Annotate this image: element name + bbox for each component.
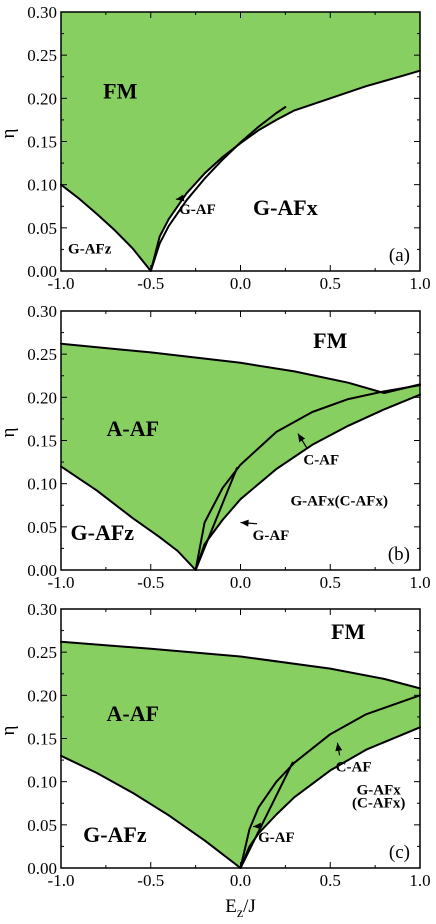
panel-tag: (c)	[389, 842, 410, 863]
y-tick-label: 0.25	[27, 345, 57, 364]
annotation-label: G-AF	[179, 202, 216, 218]
y-tick-label: 0.20	[27, 388, 57, 407]
x-tick-label: -1.0	[48, 274, 75, 293]
x-tick-label: 0.5	[320, 871, 341, 890]
phase-boundary-line	[239, 726, 421, 869]
y-tick-label: 0.00	[27, 561, 57, 580]
x-tick-label: -0.5	[137, 871, 164, 890]
y-tick-label: 0.20	[27, 89, 57, 108]
y-tick-label: 0.00	[27, 859, 57, 878]
y-tick-label: 0.15	[27, 133, 57, 152]
phase-region-label: FM	[103, 78, 137, 103]
chart-panel: -1.0 -0.5 0.0 0.5 1.0 0.00 0.05 0.10 0.15 0.20 0.2…	[0, 302, 431, 592]
phase-boundary-line	[60, 465, 197, 571]
y-tick-label: 0.10	[27, 176, 57, 195]
phase-region-label: G-AFz	[68, 242, 112, 258]
y-tick-label: 0.30	[27, 600, 57, 619]
phase-boundary-line	[239, 694, 421, 869]
y-axis-label: η	[0, 428, 19, 438]
phase-boundary-line	[149, 69, 421, 272]
y-tick-label: 0.20	[27, 686, 57, 705]
annotation-arrowhead	[240, 519, 249, 527]
y-axis-label: η	[0, 129, 19, 139]
annotation-label: C-AF	[303, 453, 339, 469]
phase-boundary-line	[194, 384, 421, 571]
x-tick-label: -0.5	[137, 274, 164, 293]
panel-tag: (b)	[388, 544, 410, 565]
phase-boundary-line	[60, 183, 152, 272]
phase-boundary-line	[239, 761, 294, 869]
y-tick-label: 0.05	[27, 219, 57, 238]
annotation-arrowhead	[297, 433, 306, 443]
x-tick-label: -0.5	[137, 573, 164, 592]
x-tick-label: 1.0	[409, 871, 430, 890]
y-tick-label: 0.15	[27, 730, 57, 749]
y-tick-label: 0.10	[27, 475, 57, 494]
phase-boundary-line	[60, 754, 242, 869]
panel-tag: (a)	[389, 245, 410, 266]
phase-region-label: G-AFx	[357, 783, 402, 799]
phase-region-label: G-AFx	[253, 195, 318, 220]
x-tick-label: 0.0	[230, 871, 251, 890]
x-tick-label: 0.0	[230, 573, 251, 592]
x-tick-label: 1.0	[409, 274, 430, 293]
y-axis-label: η	[0, 726, 19, 736]
phase-region-label: FM	[331, 619, 365, 644]
chart-panel: -1.0 -0.5 0.0 0.5 1.0 0.00 0.05 0.10 0.15 0.20 0.2…	[0, 600, 431, 921]
y-tick-label: 0.05	[27, 518, 57, 537]
y-tick-label: 0.10	[27, 773, 57, 792]
annotation-arrowhead	[175, 194, 185, 202]
phase-boundary-line	[60, 342, 421, 394]
x-tick-label: 1.0	[409, 573, 430, 592]
y-tick-label: 0.30	[27, 302, 57, 321]
annotation-label: C-AF	[336, 759, 372, 775]
y-tick-label: 0.25	[27, 643, 57, 662]
phase-region-label: G-AFz	[71, 520, 135, 545]
phase-region-label: G-AFx(C-AFx)	[290, 493, 387, 509]
x-tick-label: -1.0	[48, 573, 75, 592]
phase-boundary-line	[194, 467, 238, 571]
y-tick-label: 0.15	[27, 432, 57, 451]
x-tick-label: 0.5	[320, 274, 341, 293]
chart-panel: -1.0 -0.5 0.0 0.5 1.0 0.00 0.05 0.10 0.15 0.20 0.2…	[0, 3, 431, 293]
phase-boundary-line	[60, 640, 421, 690]
phase-boundary-line	[194, 393, 421, 571]
phase-region-label: (C-AFx)	[352, 796, 405, 812]
shaded-phase-region	[61, 343, 420, 570]
annotation-arrowhead	[253, 822, 262, 830]
y-tick-label: 0.00	[27, 262, 57, 281]
phase-region-label: G-AFz	[83, 822, 147, 847]
phase-boundary-line	[149, 106, 287, 272]
x-tick-label: 0.0	[230, 274, 251, 293]
x-tick-label: 0.5	[320, 573, 341, 592]
y-tick-label: 0.05	[27, 816, 57, 835]
phase-region-label: A-AF	[107, 701, 160, 726]
phase-region-label: FM	[313, 328, 347, 353]
y-tick-label: 0.25	[27, 46, 57, 65]
x-tick-label: -1.0	[48, 871, 75, 890]
annotation-arrowhead	[335, 742, 343, 752]
annotation-label: G-AF	[258, 830, 295, 846]
y-tick-label: 0.30	[27, 3, 57, 22]
annotation-label: G-AF	[253, 528, 290, 544]
shaded-phase-region	[61, 641, 420, 868]
x-axis-label: Ez/J	[225, 896, 256, 921]
phase-region-label: A-AF	[107, 416, 160, 441]
